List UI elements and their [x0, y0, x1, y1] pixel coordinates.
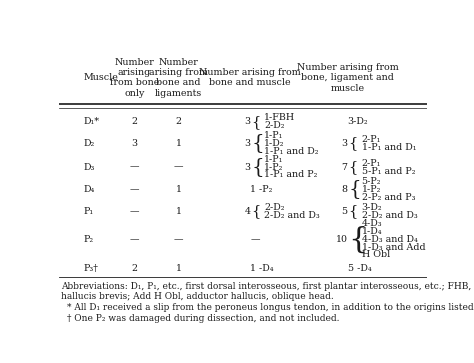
Text: Number
arising from
bone and
ligaments: Number arising from bone and ligaments	[149, 58, 208, 98]
Text: 2-P₁: 2-P₁	[362, 159, 381, 168]
Text: 1: 1	[176, 185, 182, 194]
Text: 5: 5	[341, 207, 347, 216]
Text: 1-P₁ and D₁: 1-P₁ and D₁	[362, 143, 416, 152]
Text: 2-D₂: 2-D₂	[264, 203, 285, 212]
Text: —: —	[130, 207, 139, 216]
Text: 4-D₃ and D₄: 4-D₃ and D₄	[362, 235, 417, 244]
Text: 8: 8	[342, 185, 347, 194]
Text: —: —	[130, 185, 139, 194]
Text: 1 -D₄: 1 -D₄	[250, 264, 274, 273]
Text: {: {	[348, 204, 357, 218]
Text: 1-P₂: 1-P₂	[264, 163, 283, 172]
Text: —: —	[174, 235, 183, 244]
Text: 3-D₂: 3-D₂	[347, 117, 368, 126]
Text: 5 -D₄: 5 -D₄	[347, 264, 371, 273]
Text: 1-P₁ and D₂: 1-P₁ and D₂	[264, 147, 319, 156]
Text: hallucis brevis; Add H Obl, adductor hallucis, oblique head.: hallucis brevis; Add H Obl, adductor hal…	[61, 292, 334, 301]
Text: 1: 1	[176, 264, 182, 273]
Text: 1-D₃ and Add: 1-D₃ and Add	[362, 242, 425, 252]
Text: H Obl: H Obl	[362, 250, 390, 260]
Text: {: {	[251, 134, 264, 153]
Text: 1-FBH: 1-FBH	[264, 113, 295, 122]
Text: 7: 7	[342, 163, 347, 172]
Text: D₂: D₂	[83, 139, 94, 148]
Text: —: —	[130, 163, 139, 172]
Text: D₃: D₃	[83, 163, 94, 172]
Text: D₄: D₄	[83, 185, 94, 194]
Text: 2-D₂ and D₃: 2-D₂ and D₃	[362, 211, 417, 220]
Text: * All D₁ received a slip from the peroneus longus tendon, in addition to the ori: * All D₁ received a slip from the perone…	[66, 303, 474, 312]
Text: Number arising from
bone and muscle: Number arising from bone and muscle	[200, 68, 301, 87]
Text: —: —	[130, 235, 139, 244]
Text: 1: 1	[176, 139, 182, 148]
Text: {: {	[251, 204, 260, 218]
Text: 1-P₁: 1-P₁	[264, 155, 283, 164]
Text: 4-D₃: 4-D₃	[362, 219, 382, 228]
Text: 2-P₁: 2-P₁	[362, 135, 381, 144]
Text: 2: 2	[132, 264, 137, 273]
Text: † One P₂ was damaged during dissection, and not included.: † One P₂ was damaged during dissection, …	[66, 314, 339, 323]
Text: Number
arising
from bone
only: Number arising from bone only	[110, 58, 159, 98]
Text: {: {	[348, 160, 357, 174]
Text: {: {	[348, 180, 361, 199]
Text: Muscle: Muscle	[83, 73, 118, 82]
Text: 1 -P₂: 1 -P₂	[250, 185, 273, 194]
Text: 2: 2	[176, 117, 182, 126]
Text: 3: 3	[341, 139, 347, 148]
Text: {: {	[348, 136, 357, 151]
Text: 3: 3	[131, 139, 137, 148]
Text: 5-P₁ and P₂: 5-P₁ and P₂	[362, 167, 415, 176]
Text: P₁: P₁	[83, 207, 93, 216]
Text: 3: 3	[244, 117, 250, 126]
Text: —: —	[250, 235, 260, 244]
Text: D₁*: D₁*	[83, 117, 99, 126]
Text: P₃†: P₃†	[83, 264, 98, 273]
Text: Number arising from
bone, ligament and
muscle: Number arising from bone, ligament and m…	[297, 63, 399, 93]
Text: {: {	[251, 158, 264, 177]
Text: 3: 3	[244, 163, 250, 172]
Text: 1-D₂: 1-D₂	[264, 139, 285, 148]
Text: 4: 4	[244, 207, 250, 216]
Text: 1-P₂: 1-P₂	[362, 185, 381, 194]
Text: 5-P₂: 5-P₂	[362, 177, 381, 186]
Text: 2-P₂ and P₃: 2-P₂ and P₃	[362, 193, 415, 202]
Text: —: —	[174, 163, 183, 172]
Text: 3-D₂: 3-D₂	[362, 203, 382, 212]
Text: {: {	[251, 115, 260, 129]
Text: 1-P₁ and P₂: 1-P₁ and P₂	[264, 171, 318, 179]
Text: 3: 3	[244, 139, 250, 148]
Text: P₂: P₂	[83, 235, 93, 244]
Text: 10: 10	[336, 235, 347, 244]
Text: 2-D₂: 2-D₂	[264, 121, 285, 130]
Text: 1-P₁: 1-P₁	[264, 131, 283, 140]
Text: 2: 2	[132, 117, 137, 126]
Text: 1-D₄: 1-D₄	[362, 227, 382, 236]
Text: Abbreviations: D₁, P₁, etc., first dorsal interosseous, first plantar interosseo: Abbreviations: D₁, P₁, etc., first dorsa…	[61, 282, 474, 291]
Text: 2-D₂ and D₃: 2-D₂ and D₃	[264, 211, 320, 220]
Text: 1: 1	[176, 207, 182, 216]
Text: {: {	[348, 225, 368, 253]
